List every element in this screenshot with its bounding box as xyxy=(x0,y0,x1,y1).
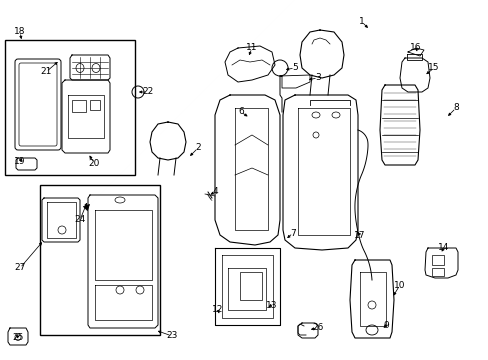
Bar xyxy=(90,100,100,110)
Text: 3: 3 xyxy=(314,73,320,82)
Text: 19: 19 xyxy=(14,158,26,166)
Text: 25: 25 xyxy=(12,333,23,342)
Text: 15: 15 xyxy=(427,63,439,72)
Text: 27: 27 xyxy=(14,264,26,273)
Text: 7: 7 xyxy=(289,229,295,238)
Text: 23: 23 xyxy=(166,332,177,341)
Text: 4: 4 xyxy=(212,188,217,197)
Bar xyxy=(240,272,262,300)
Text: 1: 1 xyxy=(358,18,364,27)
Bar xyxy=(72,100,86,112)
Text: 12: 12 xyxy=(212,306,223,315)
Text: 2: 2 xyxy=(195,144,201,153)
Text: 17: 17 xyxy=(353,230,365,239)
Text: 13: 13 xyxy=(265,301,277,310)
Text: 11: 11 xyxy=(246,44,257,53)
Text: 10: 10 xyxy=(393,280,405,289)
Text: 24: 24 xyxy=(74,216,85,225)
Text: 22: 22 xyxy=(142,87,153,96)
Text: 14: 14 xyxy=(437,243,449,252)
Bar xyxy=(40,185,160,335)
Text: 21: 21 xyxy=(40,68,52,77)
Text: 18: 18 xyxy=(14,27,26,36)
Text: 5: 5 xyxy=(291,63,297,72)
Bar xyxy=(431,255,443,265)
Text: 20: 20 xyxy=(88,158,100,167)
Text: 16: 16 xyxy=(409,44,421,53)
Text: 6: 6 xyxy=(238,108,244,117)
Text: 8: 8 xyxy=(452,104,458,112)
Text: 26: 26 xyxy=(312,324,323,333)
Bar xyxy=(431,268,443,276)
Text: 9: 9 xyxy=(382,320,388,329)
Bar xyxy=(5,40,135,175)
